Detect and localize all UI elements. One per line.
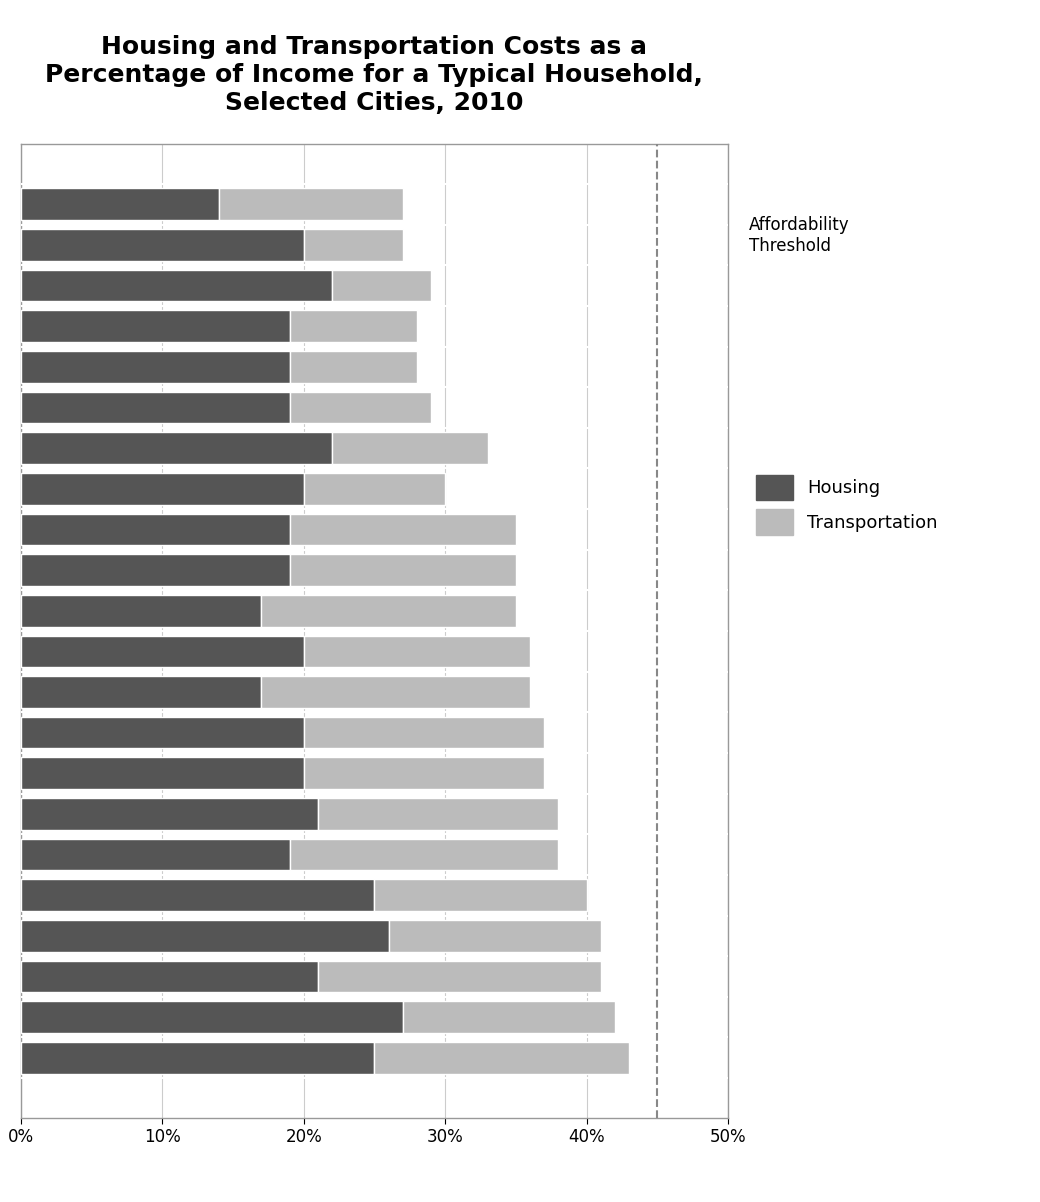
Bar: [21, 839, 289, 870]
Bar: [21, 1042, 374, 1073]
Bar: [318, 960, 601, 993]
Bar: [332, 269, 431, 302]
Bar: [289, 392, 431, 423]
Bar: [21, 351, 289, 382]
Bar: [261, 595, 516, 626]
Bar: [21, 757, 304, 790]
Bar: [21, 269, 332, 302]
Bar: [374, 1042, 629, 1073]
Bar: [304, 757, 544, 790]
Text: Affordability
Threshold: Affordability Threshold: [749, 216, 850, 255]
Bar: [218, 189, 402, 220]
Bar: [21, 392, 289, 423]
Bar: [304, 230, 402, 261]
Bar: [289, 310, 417, 343]
Bar: [21, 716, 304, 749]
Bar: [21, 513, 289, 546]
Bar: [304, 472, 445, 505]
Bar: [21, 189, 218, 220]
Bar: [318, 798, 558, 829]
Bar: [389, 920, 601, 952]
Bar: [289, 839, 558, 870]
Bar: [21, 310, 289, 343]
Bar: [402, 1001, 615, 1033]
Bar: [21, 677, 261, 708]
Legend: Housing, Transportation: Housing, Transportation: [748, 466, 946, 545]
Bar: [21, 554, 289, 585]
Bar: [21, 798, 318, 829]
Bar: [21, 433, 332, 464]
Bar: [21, 960, 318, 993]
Title: Housing and Transportation Costs as a
Percentage of Income for a Typical Househo: Housing and Transportation Costs as a Pe…: [46, 35, 703, 114]
Bar: [289, 554, 516, 585]
Bar: [374, 880, 587, 911]
Bar: [21, 880, 374, 911]
Bar: [21, 636, 304, 667]
Bar: [261, 677, 530, 708]
Bar: [21, 595, 261, 626]
Bar: [289, 351, 417, 382]
Bar: [21, 472, 304, 505]
Bar: [21, 1001, 402, 1033]
Bar: [289, 513, 516, 546]
Bar: [21, 230, 304, 261]
Bar: [21, 920, 389, 952]
Bar: [304, 716, 544, 749]
Bar: [304, 636, 530, 667]
Bar: [332, 433, 488, 464]
